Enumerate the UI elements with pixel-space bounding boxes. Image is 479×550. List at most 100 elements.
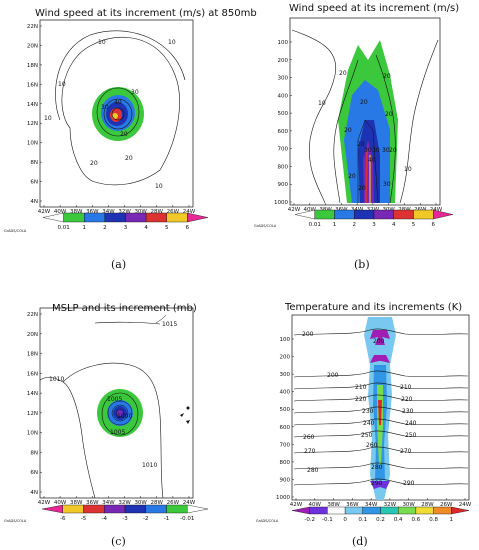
contour-label: 20 — [348, 173, 356, 180]
contour-label: 20 — [385, 111, 393, 118]
colorbar-segment — [451, 506, 470, 515]
colorbar-segment — [380, 506, 399, 515]
colorbar-label: 0.2 — [376, 517, 385, 523]
y-tick-label: 900 — [280, 477, 291, 483]
colorbar-segment — [104, 504, 126, 514]
contour-label: 30 — [382, 147, 390, 154]
y-tick-label: 300 — [280, 372, 291, 378]
contour-label: 20 — [383, 73, 391, 80]
y-tick-label: 100 — [278, 40, 289, 46]
contour-label: 30 — [131, 89, 139, 96]
colorbar-segment — [309, 506, 328, 515]
x-tick-label: 26W — [167, 209, 180, 215]
colorbar-segment — [187, 212, 209, 223]
isotherm-line — [293, 328, 469, 336]
grads-logo: GrADS/COLA — [4, 229, 27, 233]
x-tick-label: 40W — [54, 209, 67, 215]
contour-label: 210 — [355, 384, 367, 391]
y-tick-label: 12N — [27, 121, 38, 127]
panel-b-caption: (b) — [354, 258, 370, 271]
y-tick-label: 10N — [27, 141, 38, 147]
island — [186, 406, 190, 410]
colorbar: 0.01 1 2 3 4 5 6 — [42, 212, 209, 231]
x-tick-label: 40W — [304, 207, 317, 213]
x-tick-label: 26W — [167, 500, 180, 506]
y-tick-label: 700 — [278, 147, 289, 153]
contour-label: 30 — [101, 104, 109, 111]
x-tick-label: 38W — [70, 500, 83, 506]
contour-1015 — [155, 314, 167, 324]
colorbar-segment — [413, 209, 434, 220]
colorbar-segment — [125, 212, 147, 223]
y-axis-ticks: 100 200 300 400 500 600 700 800 900 1000 — [276, 337, 294, 501]
panel-d-caption: (d) — [352, 535, 368, 548]
y-axis-ticks: 4N 6N 8N 10N 12N 14N 16N 18N 20N 22N — [27, 24, 42, 205]
contour-label: 220 — [355, 396, 367, 403]
colorbar-label: -2 — [143, 516, 148, 522]
panel-c: MSLP and its increment (mb) 1015 1010 10… — [0, 275, 240, 550]
y-tick-label: 200 — [278, 58, 289, 64]
island — [186, 420, 190, 424]
panel-a-title: Wind speed at its increment (m/s) at 850… — [35, 8, 257, 19]
y-tick-label: 18N — [27, 352, 38, 358]
x-tick-label: 24W — [430, 207, 443, 213]
contour-label: 1010 — [142, 462, 157, 469]
y-tick-label: 300 — [278, 76, 289, 82]
wind-shade-peak — [365, 149, 368, 204]
y-tick-label: 22N — [27, 24, 38, 30]
isotherm-line — [293, 478, 469, 486]
contour-label: 260 — [303, 434, 315, 441]
y-tick-label: 600 — [278, 129, 289, 135]
colorbar-label: -4 — [102, 516, 108, 522]
contour-label: 280 — [307, 467, 319, 474]
x-tick-label: 34W — [102, 500, 115, 506]
contour-label: 230 — [402, 408, 414, 415]
colorbar-segment — [397, 506, 417, 515]
y-tick-label: 22N — [27, 312, 38, 318]
y-tick-label: 10N — [27, 431, 38, 437]
isotherm-line — [293, 394, 469, 402]
y-tick-label: 800 — [278, 164, 289, 170]
contour-label: 230 — [362, 408, 374, 415]
contour-label: 10 — [404, 166, 412, 173]
x-tick-label: 30W — [134, 500, 147, 506]
colorbar-segment — [433, 506, 452, 515]
colorbar-segment — [166, 212, 188, 223]
x-tick-label: 42W — [290, 502, 303, 508]
contour-label: 290 — [403, 480, 415, 487]
colorbar-label: 0.01 — [309, 222, 321, 228]
y-tick-label: 20N — [27, 43, 38, 49]
colorbar-label: -6 — [60, 516, 66, 522]
x-tick-label: 24W — [459, 502, 472, 508]
colorbar-segment — [334, 209, 355, 220]
colorbar-segment — [314, 209, 335, 220]
x-tick-label: 30W — [134, 209, 147, 215]
panel-c-svg: 1015 1010 1005 1000 1005 1010 42W 40W 38W 3… — [4, 307, 209, 523]
contour-label: 20 — [389, 147, 397, 154]
colorbar-segment — [84, 212, 106, 223]
y-tick-label: 16N — [27, 82, 38, 88]
colorbar-label: 1 — [83, 225, 87, 231]
y-tick-label: 4N — [30, 490, 38, 496]
x-tick-label: 42W — [288, 207, 301, 213]
colorbar-label: 1 — [333, 222, 337, 228]
colorbar-label: 0.4 — [394, 517, 403, 523]
contour-label: 270 — [304, 448, 316, 455]
colorbar-label: 0.01 — [58, 225, 70, 231]
y-tick-label: 12N — [27, 411, 38, 417]
colorbar-label: 5 — [412, 222, 416, 228]
contour-10 — [291, 29, 337, 204]
contour-label: 20 — [90, 160, 98, 167]
x-tick-label: 40W — [309, 502, 322, 508]
contour-20 — [61, 36, 180, 186]
x-tick-label: 36W — [86, 209, 99, 215]
x-tick-label: 28W — [421, 502, 434, 508]
x-tick-label: 30W — [402, 502, 415, 508]
y-tick-label: 14N — [27, 102, 38, 108]
contour-label: 20 — [125, 155, 133, 162]
grads-logo: GrADS/COLA — [256, 519, 279, 523]
contour-ring — [111, 404, 129, 422]
isotherm-line — [293, 370, 469, 378]
